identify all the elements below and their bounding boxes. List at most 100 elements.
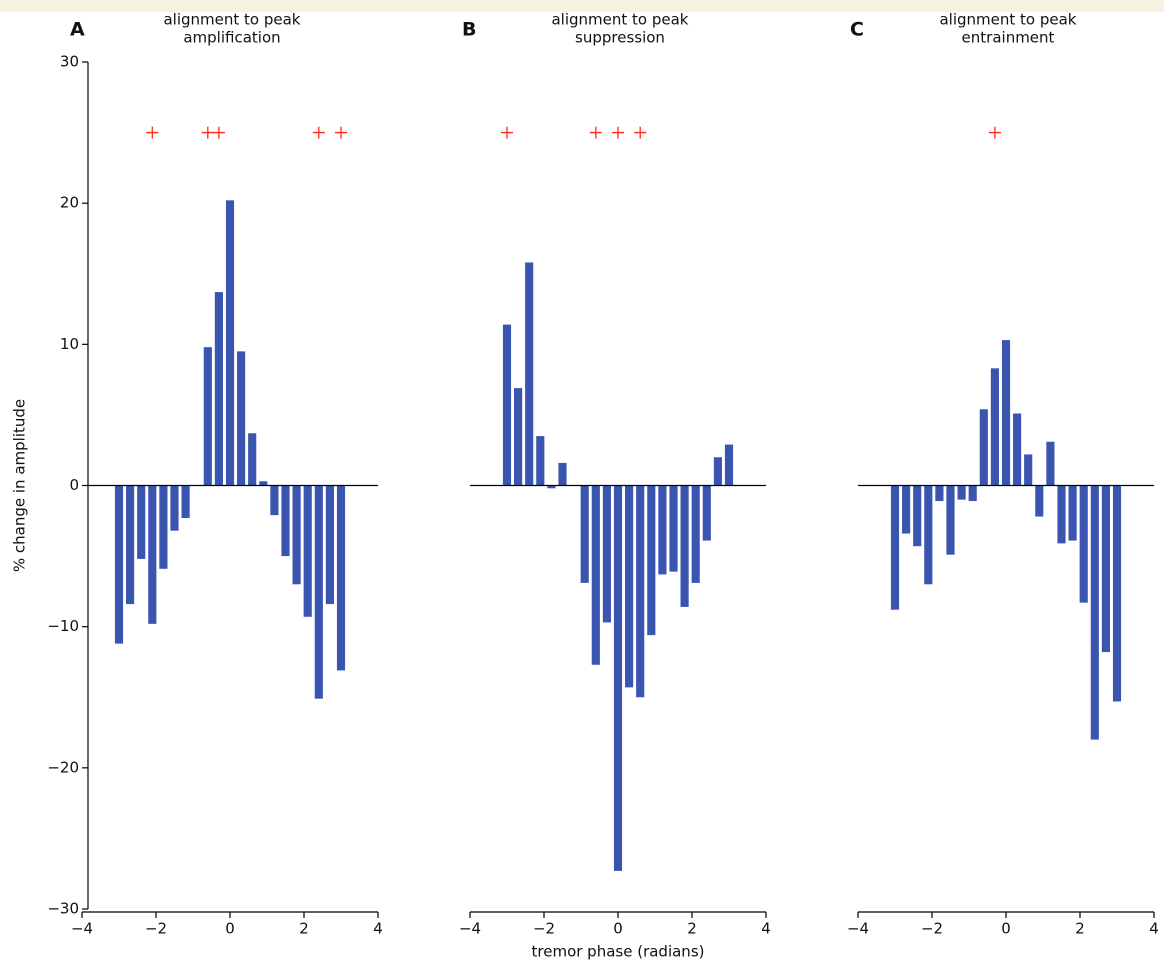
bar — [713, 457, 722, 486]
x-tick-label: 0 — [613, 920, 623, 938]
x-tick-label: −2 — [921, 920, 943, 938]
x-tick-label: 2 — [687, 920, 697, 938]
bar — [1046, 441, 1055, 486]
bar — [303, 485, 312, 617]
x-tick-label: −4 — [847, 920, 869, 938]
x-tick-label: 4 — [1149, 920, 1159, 938]
bar — [137, 485, 146, 559]
panel-label: A — [70, 19, 85, 41]
bar — [314, 485, 323, 699]
bar — [902, 485, 911, 534]
top-band — [0, 0, 1164, 12]
bar — [525, 262, 534, 486]
y-tick-label: 0 — [69, 476, 79, 494]
marker — [501, 126, 513, 139]
x-tick-label: 4 — [761, 920, 771, 938]
bar — [636, 485, 645, 698]
y-tick-label: −30 — [47, 900, 79, 918]
bar — [502, 324, 512, 486]
bar — [647, 485, 656, 636]
bar — [591, 485, 600, 665]
y-tick-label: −20 — [47, 758, 79, 776]
bar — [702, 485, 711, 541]
bar — [1057, 485, 1066, 544]
bar — [968, 485, 977, 502]
bar — [1079, 485, 1088, 603]
bar — [913, 485, 922, 547]
x-tick-label: 0 — [1001, 920, 1011, 938]
bar — [336, 485, 346, 671]
bar — [281, 485, 290, 557]
bar — [680, 485, 689, 607]
bar — [957, 485, 966, 500]
bar — [214, 292, 223, 486]
bar — [547, 485, 556, 489]
bar — [126, 485, 135, 605]
bar — [1068, 485, 1077, 541]
bar — [1101, 485, 1110, 653]
marker — [335, 126, 347, 139]
bar — [979, 409, 988, 486]
x-tick-label: 2 — [299, 920, 309, 938]
bar — [325, 485, 334, 605]
bar — [225, 200, 235, 486]
chart-title: alignment to peak — [163, 11, 300, 29]
y-tick-label: 30 — [60, 53, 79, 71]
bar — [181, 485, 190, 518]
x-axis-label: tremor phase (radians) — [532, 943, 705, 961]
y-tick-label: 10 — [60, 335, 79, 353]
bar — [1112, 485, 1122, 702]
bar — [148, 485, 157, 624]
bar — [724, 444, 734, 486]
x-tick-label: 2 — [1075, 920, 1085, 938]
bar — [935, 485, 944, 502]
bar — [259, 481, 268, 486]
bar — [658, 485, 667, 575]
marker — [612, 126, 624, 139]
bar — [536, 436, 545, 486]
bar — [1024, 454, 1033, 486]
bar — [237, 351, 246, 486]
panel-label: C — [850, 19, 864, 41]
bar — [924, 485, 933, 585]
x-tick-label: −4 — [459, 920, 481, 938]
bar — [946, 485, 955, 555]
bar — [558, 462, 567, 486]
bar — [990, 368, 999, 486]
bar — [248, 433, 257, 486]
marker — [146, 126, 159, 139]
bar — [613, 485, 623, 871]
bar — [1001, 340, 1011, 486]
x-tick-label: −2 — [145, 920, 167, 938]
bar — [669, 485, 678, 572]
bar — [159, 485, 168, 569]
x-tick-label: −2 — [533, 920, 555, 938]
chart-title: alignment to peak — [551, 11, 688, 29]
x-tick-label: 0 — [225, 920, 235, 938]
bar — [170, 485, 179, 531]
chart-title: alignment to peak — [939, 11, 1076, 29]
chart-title: entrainment — [962, 29, 1055, 47]
marker — [634, 126, 647, 139]
bar — [114, 485, 124, 644]
chart-title: suppression — [575, 29, 665, 47]
marker — [201, 126, 214, 139]
y-tick-label: 20 — [60, 194, 79, 212]
bar — [691, 485, 700, 583]
bar — [580, 485, 589, 583]
y-tick-label: −10 — [47, 617, 79, 635]
panel-label: B — [462, 19, 476, 41]
bar — [292, 485, 301, 585]
marker — [589, 126, 602, 139]
x-tick-label: −4 — [71, 920, 93, 938]
bar — [890, 485, 900, 610]
marker — [988, 126, 1001, 139]
chart-title: amplification — [183, 29, 280, 47]
marker — [312, 126, 325, 139]
bar — [602, 485, 611, 623]
bar — [1090, 485, 1099, 740]
x-tick-label: 4 — [373, 920, 383, 938]
bar — [625, 485, 634, 688]
